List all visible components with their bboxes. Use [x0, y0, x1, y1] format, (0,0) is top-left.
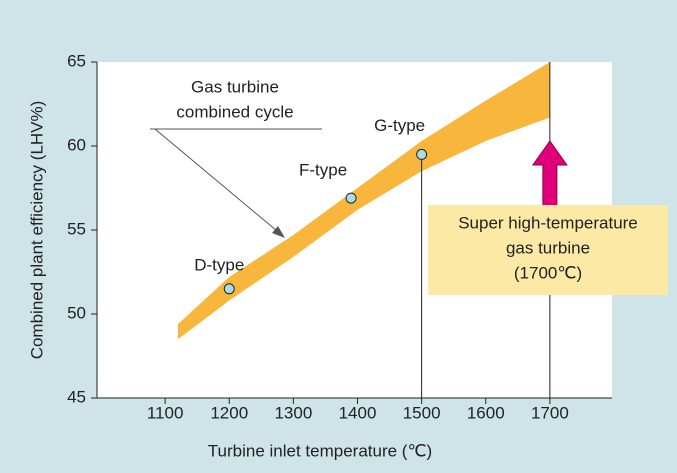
y-tick-label: 65	[67, 51, 86, 70]
y-tick-label: 60	[67, 135, 86, 154]
y-axis-label: Combined plant efficiency (LHV%)	[27, 101, 46, 360]
upward-arrow	[531, 140, 568, 213]
x-tick-label: 1400	[339, 403, 377, 422]
callout-arrow	[154, 128, 284, 237]
callout-text: combined cycle	[176, 102, 293, 121]
x-tick-label: 1500	[403, 403, 441, 422]
x-tick-label: 1300	[274, 403, 312, 422]
callout-arrowhead	[272, 226, 285, 238]
box-text: gas turbine	[506, 238, 590, 257]
box-text: (1700℃)	[514, 263, 582, 282]
x-tick-label: 1100	[147, 403, 184, 422]
x-tick-label: 1700	[531, 403, 569, 422]
point-label: F-type	[299, 161, 347, 180]
x-tick-label: 1600	[467, 403, 505, 422]
callout-text: Gas turbine	[191, 77, 279, 96]
x-axis-label: Turbine inlet temperature (℃)	[208, 441, 432, 460]
y-tick-label: 55	[67, 219, 86, 238]
x-tick-label: 1200	[210, 403, 248, 422]
point-label: D-type	[194, 255, 244, 274]
info-box	[428, 205, 668, 295]
point-label: G-type	[374, 116, 425, 135]
point	[416, 148, 428, 160]
box-text: Super high-temperature	[458, 213, 638, 232]
efficiency-band	[177, 62, 550, 340]
y-tick-label: 45	[67, 387, 86, 406]
point	[345, 192, 357, 204]
y-tick-label: 50	[67, 303, 86, 322]
point	[223, 283, 235, 295]
